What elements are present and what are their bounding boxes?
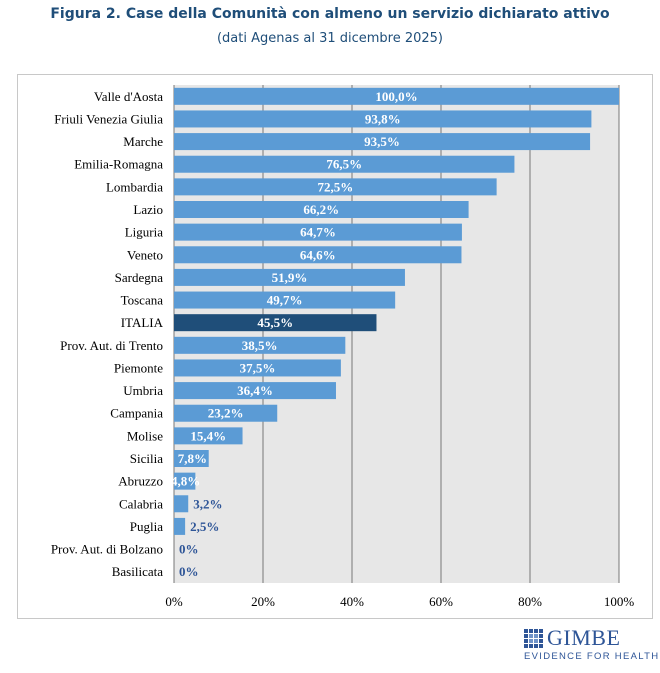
bar xyxy=(174,246,462,264)
data-label: 36,4% xyxy=(237,383,273,398)
bar xyxy=(174,291,396,309)
bar xyxy=(174,472,196,490)
data-label: 2,5% xyxy=(190,519,219,534)
category-label: Basilicata xyxy=(112,564,163,579)
category-label: Veneto xyxy=(127,247,163,262)
bar xyxy=(174,110,592,128)
bar xyxy=(174,268,405,286)
bar xyxy=(174,495,189,513)
x-tick-label: 60% xyxy=(429,594,453,609)
chart-title: Figura 2. Case della Comunità con almeno… xyxy=(50,6,610,22)
category-label: Sicilia xyxy=(130,451,163,466)
chart-subtitle: (dati Agenas al 31 dicembre 2025) xyxy=(216,31,444,46)
category-label: Prov. Aut. di Bolzano xyxy=(51,542,163,557)
x-tick-label: 20% xyxy=(251,594,275,609)
data-label: 49,7% xyxy=(267,293,303,308)
category-label: Valle d'Aosta xyxy=(94,89,163,104)
x-tick-label: 0% xyxy=(165,594,183,609)
category-label: Abruzzo xyxy=(118,474,163,489)
bar xyxy=(174,404,278,422)
data-label: 45,5% xyxy=(257,315,293,330)
category-label: Prov. Aut. di Trento xyxy=(60,338,163,353)
category-label: Liguria xyxy=(125,225,163,240)
category-label: Molise xyxy=(127,428,163,443)
category-label: ITALIA xyxy=(121,315,164,330)
data-label: 0% xyxy=(179,564,199,579)
gimbe-logo-tagline: EVIDENCE FOR HEALTH xyxy=(524,651,660,662)
category-label: Piemonte xyxy=(114,360,163,375)
data-label: 66,2% xyxy=(303,202,339,217)
category-label: Campania xyxy=(110,406,163,421)
data-label: 38,5% xyxy=(242,338,278,353)
data-label: 15,4% xyxy=(190,428,226,443)
data-label: 93,8% xyxy=(365,111,401,126)
data-label: 76,5% xyxy=(326,157,362,172)
data-label: 7,8% xyxy=(178,451,207,466)
bar xyxy=(174,427,243,445)
x-tick-label: 40% xyxy=(340,594,364,609)
category-label: Puglia xyxy=(130,519,163,534)
data-label: 51,9% xyxy=(272,270,308,285)
x-tick-label: 80% xyxy=(518,594,542,609)
data-label: 37,5% xyxy=(240,360,276,375)
bar xyxy=(174,359,341,377)
data-label: 23,2% xyxy=(208,406,244,421)
category-label: Lombardia xyxy=(106,179,163,194)
data-label: 64,6% xyxy=(300,247,336,262)
data-label: 64,7% xyxy=(300,225,336,240)
category-label: Marche xyxy=(123,134,163,149)
category-label: Friuli Venezia Giulia xyxy=(54,111,163,126)
category-label: Emilia-Romagna xyxy=(74,157,163,172)
data-label: 3,2% xyxy=(193,496,222,511)
bar xyxy=(174,201,469,218)
gimbe-logo-name: GIMBE xyxy=(547,625,621,650)
bar xyxy=(174,133,591,151)
category-label: Sardegna xyxy=(115,270,164,285)
bar xyxy=(174,178,497,196)
data-label: 4,8% xyxy=(171,474,200,489)
category-label: Toscana xyxy=(121,293,164,308)
bar xyxy=(174,155,515,173)
bar xyxy=(174,336,346,354)
category-label: Lazio xyxy=(133,202,163,217)
bar xyxy=(174,450,209,467)
chart-frame xyxy=(17,74,653,619)
category-label: Umbria xyxy=(123,383,163,398)
data-label: 0% xyxy=(179,542,199,557)
x-tick-label: 100% xyxy=(604,594,635,609)
data-label: 93,5% xyxy=(364,134,400,149)
data-label: 72,5% xyxy=(317,179,353,194)
gimbe-logo-icon xyxy=(524,629,543,648)
bar xyxy=(174,223,462,241)
category-label: Calabria xyxy=(119,496,163,511)
bar xyxy=(174,382,336,400)
data-label: 100,0% xyxy=(375,89,417,104)
bar xyxy=(174,517,186,535)
bar xyxy=(174,87,619,105)
gimbe-logo: GIMBE EVIDENCE FOR HEALTH xyxy=(524,625,658,665)
bar xyxy=(174,314,377,332)
